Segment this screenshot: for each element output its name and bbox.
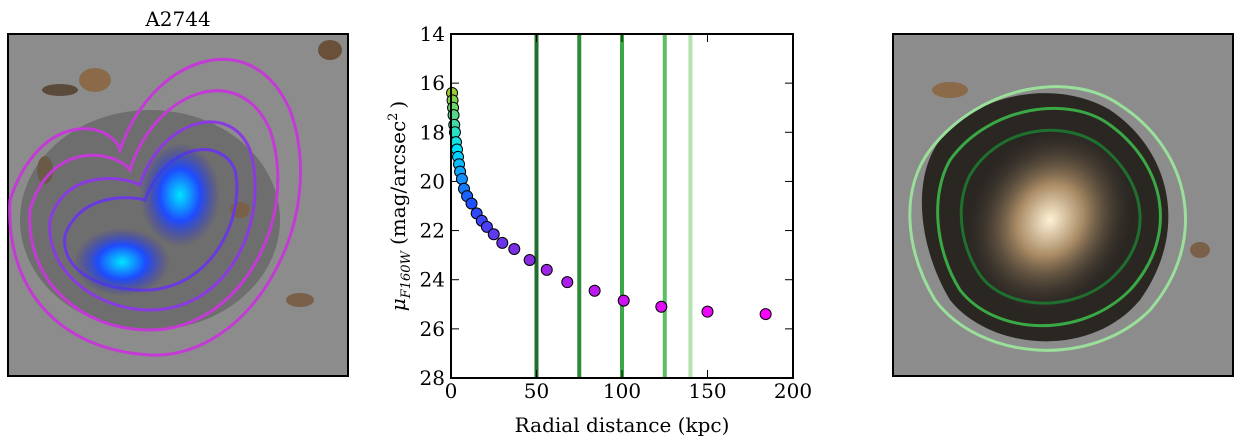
x-tick-label: 50 [524, 379, 549, 403]
data-point [487, 228, 500, 241]
y-axis-label: μF160W (mag/arcsec2) [386, 101, 414, 312]
data-point [588, 284, 601, 297]
data-point [465, 197, 478, 210]
y-tick-label: 22 [420, 219, 445, 243]
data-point [561, 276, 574, 289]
plot-frame [450, 33, 794, 379]
x-tick-label: 150 [688, 379, 726, 403]
x-axis-label: Radial distance (kpc) [515, 413, 730, 437]
x-tick-label: 200 [774, 379, 812, 403]
data-point [540, 263, 553, 276]
cluster-image-green-contours [892, 33, 1234, 377]
cluster-image-contours [7, 33, 349, 377]
y-tick-label: 14 [420, 22, 445, 46]
y-axis-label-part: F160W [399, 249, 414, 299]
data-point [480, 220, 493, 233]
data-point [655, 300, 668, 313]
y-tick-label: 16 [420, 71, 445, 95]
data-point [508, 243, 521, 255]
y-axis-label-part: μ [386, 298, 410, 311]
y-axis-label-part: (mag/arcsec [386, 121, 410, 245]
data-point [759, 308, 772, 321]
y-tick-label: 24 [420, 268, 445, 292]
scatter-chart: 0 50 100 150 200 14 16 18 20 22 24 26 28 Radial dista… [386, 22, 812, 437]
y-axis-label-part: ) [386, 101, 410, 109]
data-point [617, 294, 630, 307]
y-tick-label: 28 [420, 366, 445, 390]
data-point [701, 305, 714, 318]
y-tick-label: 20 [420, 169, 445, 193]
y-tick-label: 18 [420, 120, 445, 144]
data-point [496, 236, 509, 249]
data-point [523, 254, 536, 267]
y-tick-label: 26 [420, 317, 445, 341]
x-tick-label: 0 [445, 379, 458, 403]
panel-title: A2744 [144, 7, 210, 31]
y-axis-label-part: 2 [386, 113, 401, 121]
x-tick-label: 100 [603, 379, 641, 403]
data-point [447, 109, 460, 122]
data-point [455, 172, 468, 185]
